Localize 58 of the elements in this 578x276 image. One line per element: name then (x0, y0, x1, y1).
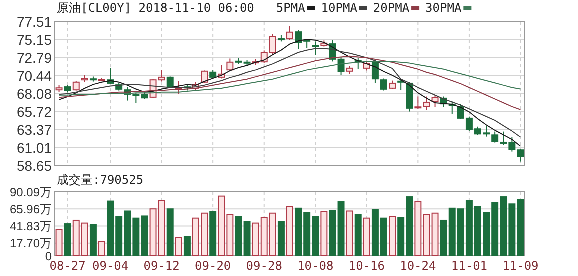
candlestick (312, 41, 320, 56)
y-tick-label: 68.08 (16, 86, 52, 102)
bar (329, 210, 336, 256)
y-tick-label: 61.01 (16, 140, 52, 156)
chart-title: 原油[CL00Y] 2018-11-10 06:00 (57, 1, 254, 15)
y-tick-label: 41.83万 (10, 220, 52, 234)
bar (286, 206, 294, 256)
y-tick-label: 65.96万 (10, 202, 52, 216)
y-tick-label: 75.15 (16, 32, 52, 48)
bar (98, 241, 106, 256)
bar (210, 211, 217, 256)
legend-label: 5PMA (276, 1, 306, 15)
bar (56, 229, 63, 256)
bar (244, 221, 251, 256)
bar (235, 216, 242, 256)
y-tick-label: 17.70万 (10, 236, 52, 251)
candlestick (72, 80, 80, 92)
y-tick-label: 90.09万 (10, 185, 52, 200)
candlestick (372, 58, 379, 84)
y-tick-label: 72.79 (16, 50, 52, 66)
bar (354, 214, 362, 256)
x-tick-label: 09-12 (144, 259, 180, 273)
y-tick-label: 65.72 (16, 104, 52, 120)
x-tick-label: 10-16 (348, 259, 385, 273)
legend-label: 10PMA (321, 1, 358, 15)
y-tick-label: 70.44 (16, 68, 52, 84)
chart-title: 成交量:790525 (57, 173, 144, 187)
bar (346, 210, 354, 256)
bar (389, 216, 396, 256)
x-tick-label: 09-28 (246, 259, 282, 273)
legend-label: 20PMA (373, 1, 410, 15)
x-tick-label: 11-01 (451, 259, 488, 273)
candlestick (201, 70, 208, 84)
bar (363, 218, 370, 256)
bar (338, 202, 345, 256)
y-tick-label: 58.65 (16, 158, 52, 174)
bar (320, 211, 328, 256)
bar (278, 221, 285, 256)
x-tick-label: 10-08 (298, 259, 334, 273)
candlestick (338, 56, 345, 76)
candlestick (286, 26, 294, 41)
bar (64, 224, 72, 256)
candlestick (432, 94, 439, 108)
y-tick-label: 63.37 (16, 122, 52, 138)
bar (432, 212, 439, 256)
bar (90, 224, 97, 256)
y-tick-label: 77.51 (16, 14, 52, 30)
candlestick (380, 78, 388, 92)
x-tick-label: 09-20 (195, 259, 232, 273)
x-tick-label: 11-09 (502, 259, 539, 273)
bar (175, 237, 182, 256)
bar (166, 208, 174, 256)
x-tick-label: 08-27 (50, 259, 86, 273)
x-tick-label: 10-24 (400, 259, 436, 273)
x-tick-label: 09-04 (92, 259, 129, 273)
candlestick (166, 76, 174, 89)
legend-label: 30PMA (426, 1, 462, 15)
bar (184, 236, 191, 256)
